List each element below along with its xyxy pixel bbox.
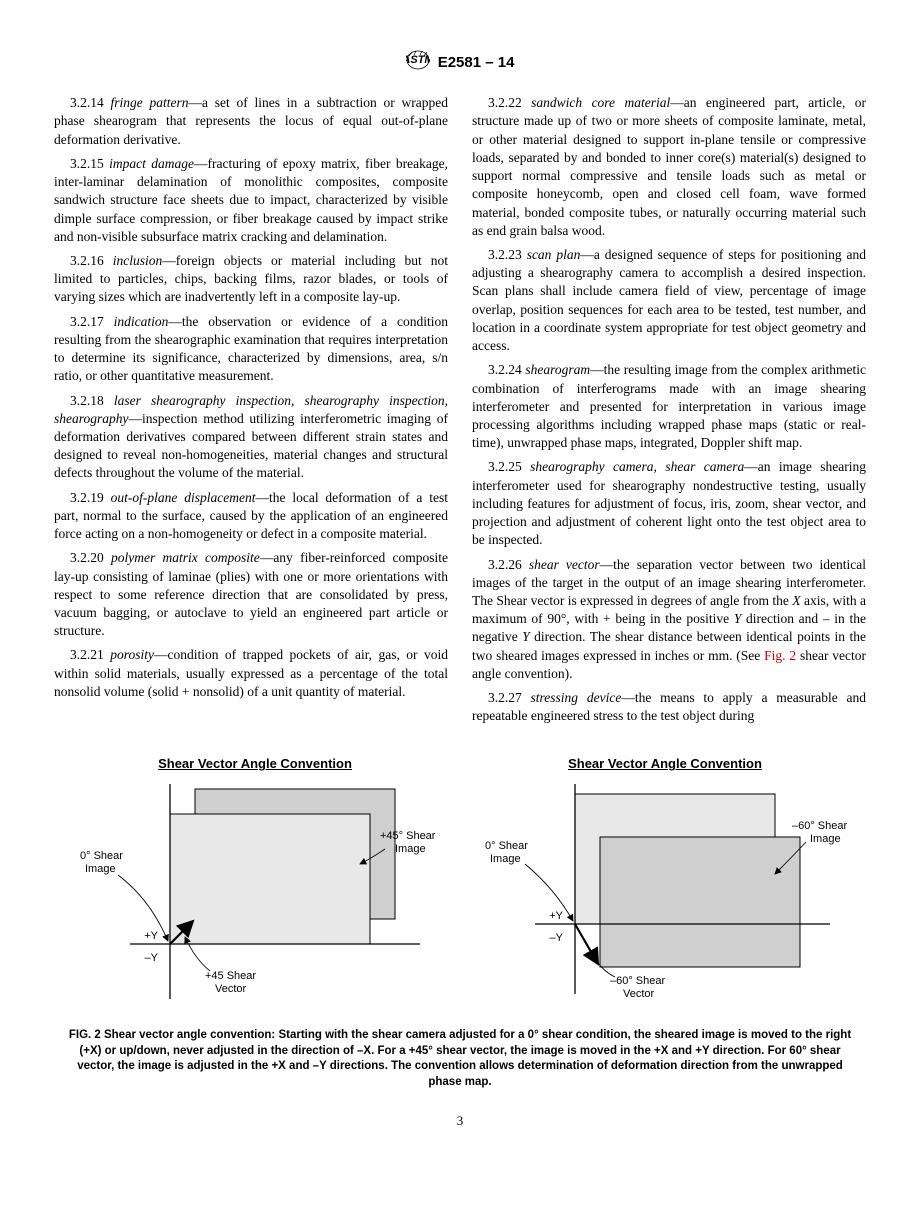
figure-right-title: Shear Vector Angle Convention bbox=[480, 755, 850, 773]
definition-3-2-26: 3.2.26 shear vector—the separation vecto… bbox=[472, 556, 866, 684]
definition-3-2-27: 3.2.27 stressing device—the means to app… bbox=[472, 689, 866, 725]
definition-3-2-23: 3.2.23 scan plan—a designed sequence of … bbox=[472, 246, 866, 355]
astm-logo: ASTM bbox=[406, 50, 430, 76]
document-id: E2581 – 14 bbox=[438, 54, 515, 71]
definition-3-2-17: 3.2.17 indication—the observation or evi… bbox=[54, 313, 448, 386]
svg-text:ASTM: ASTM bbox=[406, 54, 430, 66]
definition-3-2-14: 3.2.14 fringe pattern—a set of lines in … bbox=[54, 94, 448, 149]
svg-text:–Y: –Y bbox=[145, 952, 159, 964]
svg-text:+45° Shear: +45° Shear bbox=[380, 830, 436, 842]
svg-text:+Y: +Y bbox=[144, 930, 158, 942]
figure-left-title: Shear Vector Angle Convention bbox=[70, 755, 440, 773]
svg-text:Vector: Vector bbox=[215, 983, 247, 995]
figure-left: Shear Vector Angle Convention +Y – bbox=[70, 755, 440, 1014]
svg-text:+45 Shear: +45 Shear bbox=[205, 970, 256, 982]
page-number: 3 bbox=[54, 1112, 866, 1130]
definition-3-2-25: 3.2.25 shearography camera, shear camera… bbox=[472, 458, 866, 549]
figure-caption: FIG. 2 Shear vector angle convention: St… bbox=[54, 1028, 866, 1090]
definition-3-2-19: 3.2.19 out-of-plane displacement—the loc… bbox=[54, 489, 448, 544]
fig-2-link: Fig. 2 bbox=[764, 648, 796, 663]
svg-text:Image: Image bbox=[810, 833, 841, 845]
svg-text:Vector: Vector bbox=[623, 988, 655, 1000]
svg-text:–60° Shear: –60° Shear bbox=[792, 820, 847, 832]
figure-2: Shear Vector Angle Convention +Y – bbox=[54, 755, 866, 1090]
definition-3-2-18: 3.2.18 laser shearography inspection, sh… bbox=[54, 392, 448, 483]
document-header: ASTM E2581 – 14 bbox=[54, 50, 866, 76]
definitions-columns: 3.2.14 fringe pattern—a set of lines in … bbox=[54, 94, 866, 725]
svg-text:+Y: +Y bbox=[549, 910, 563, 922]
svg-text:–60° Shear: –60° Shear bbox=[610, 975, 665, 987]
svg-text:Image: Image bbox=[490, 853, 521, 865]
definition-3-2-24: 3.2.24 shearogram—the resulting image fr… bbox=[472, 361, 866, 452]
figure-right: Shear Vector Angle Convention +Y bbox=[480, 755, 850, 1014]
svg-text:Image: Image bbox=[85, 863, 116, 875]
svg-text:0° Shear: 0° Shear bbox=[485, 840, 528, 852]
svg-text:–Y: –Y bbox=[550, 932, 564, 944]
definition-3-2-16: 3.2.16 inclusion—foreign objects or mate… bbox=[54, 252, 448, 307]
definition-3-2-22: 3.2.22 sandwich core material—an enginee… bbox=[472, 94, 866, 240]
definition-3-2-20: 3.2.20 polymer matrix composite—any fibe… bbox=[54, 549, 448, 640]
definition-3-2-15: 3.2.15 impact damage—fracturing of epoxy… bbox=[54, 155, 448, 246]
shear-diagram-left: +Y –Y 0° Shear Image +45° Shear Image +4… bbox=[70, 779, 440, 1009]
definition-3-2-21: 3.2.21 porosity—condition of trapped poc… bbox=[54, 646, 448, 701]
shear-diagram-right: +Y –Y 0° Shear Image –60° Shear Image –6… bbox=[480, 779, 850, 1009]
svg-text:Image: Image bbox=[395, 843, 426, 855]
svg-text:0° Shear: 0° Shear bbox=[80, 850, 123, 862]
